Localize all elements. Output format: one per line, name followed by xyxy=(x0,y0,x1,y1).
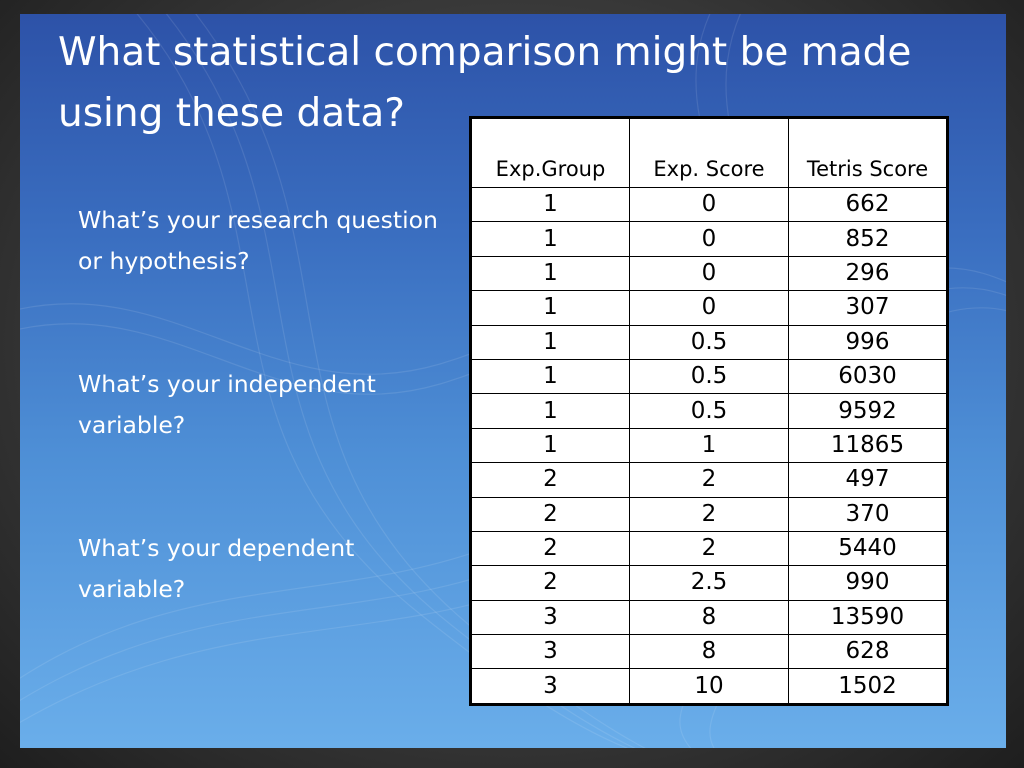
table-row: 3 8 13590 xyxy=(470,599,948,636)
cell-exp-score: 1 xyxy=(629,427,789,464)
cell-exp-score: 2 xyxy=(629,530,789,567)
slide: What statistical comparison might be mad… xyxy=(20,14,1006,748)
research-question-prompt: What’s your research question or hypothe… xyxy=(78,206,438,275)
cell-tetris-score: 662 xyxy=(788,186,948,223)
cell-tetris-score: 13590 xyxy=(788,599,948,636)
table-row: 1 0.5 6030 xyxy=(470,358,948,395)
cell-exp-score: 2.5 xyxy=(629,565,789,601)
cell-exp-group: 1 xyxy=(470,324,630,360)
cell-exp-group: 2 xyxy=(470,496,630,532)
cell-exp-group: 3 xyxy=(470,668,630,705)
cell-tetris-score: 990 xyxy=(788,565,948,601)
slide-title: What statistical comparison might be mad… xyxy=(58,30,912,136)
independent-variable-prompt: What’s your independent variable? xyxy=(78,370,376,439)
cell-exp-score: 0 xyxy=(629,255,789,292)
table-row: 1 0 852 xyxy=(470,221,948,257)
cell-tetris-score: 296 xyxy=(788,255,948,292)
cell-exp-group: 1 xyxy=(470,290,630,326)
table-body: 1 0 662 1 0 852 1 0 296 1 0 307 1 0.5 996 1 0.5 6030 1 0.5 9… xyxy=(470,186,948,705)
cell-tetris-score: 5440 xyxy=(788,530,948,567)
cell-exp-group: 1 xyxy=(470,186,630,223)
cell-exp-group: 1 xyxy=(470,221,630,257)
cell-exp-score: 0 xyxy=(629,221,789,257)
table-row: 1 0 307 xyxy=(470,290,948,326)
header-exp-score: Exp. Score xyxy=(629,117,789,188)
cell-exp-group: 1 xyxy=(470,393,630,429)
cell-exp-score: 10 xyxy=(629,668,789,705)
cell-exp-group: 3 xyxy=(470,634,630,670)
cell-tetris-score: 996 xyxy=(788,324,948,360)
table-row: 2 2 5440 xyxy=(470,530,948,567)
cell-exp-score: 0.5 xyxy=(629,324,789,360)
cell-tetris-score: 6030 xyxy=(788,358,948,395)
cell-tetris-score: 497 xyxy=(788,462,948,498)
cell-exp-score: 2 xyxy=(629,462,789,498)
cell-tetris-score: 370 xyxy=(788,496,948,532)
table-row: 2 2 370 xyxy=(470,496,948,532)
cell-exp-group: 1 xyxy=(470,255,630,292)
cell-exp-score: 8 xyxy=(629,634,789,670)
table-row: 3 8 628 xyxy=(470,634,948,670)
cell-exp-group: 1 xyxy=(470,358,630,395)
cell-exp-score: 0.5 xyxy=(629,393,789,429)
data-table: Exp.Group Exp. Score Tetris Score 1 0 662 1… xyxy=(469,116,949,706)
cell-exp-score: 0 xyxy=(629,290,789,326)
cell-tetris-score: 9592 xyxy=(788,393,948,429)
cell-exp-score: 8 xyxy=(629,599,789,636)
cell-exp-group: 1 xyxy=(470,427,630,464)
cell-exp-group: 2 xyxy=(470,530,630,567)
table-row: 2 2 497 xyxy=(470,462,948,498)
dependent-variable-prompt: What’s your dependent variable? xyxy=(78,534,355,603)
cell-exp-score: 0.5 xyxy=(629,358,789,395)
cell-exp-group: 2 xyxy=(470,462,630,498)
table-row: 1 0.5 9592 xyxy=(470,393,948,429)
cell-exp-group: 2 xyxy=(470,565,630,601)
cell-exp-group: 3 xyxy=(470,599,630,636)
table-row: 1 0 296 xyxy=(470,255,948,292)
table-row: 1 1 11865 xyxy=(470,427,948,464)
cell-tetris-score: 307 xyxy=(788,290,948,326)
table-row: 2 2.5 990 xyxy=(470,565,948,601)
table-row: 1 0.5 996 xyxy=(470,324,948,360)
cell-exp-score: 0 xyxy=(629,186,789,223)
table-row: 3 10 1502 xyxy=(470,668,948,705)
table-row: 1 0 662 xyxy=(470,186,948,223)
header-exp-group: Exp.Group xyxy=(470,117,630,188)
cell-tetris-score: 628 xyxy=(788,634,948,670)
header-tetris-score: Tetris Score xyxy=(788,117,948,188)
cell-tetris-score: 1502 xyxy=(788,668,948,705)
cell-tetris-score: 11865 xyxy=(788,427,948,464)
table-header-row: Exp.Group Exp. Score Tetris Score xyxy=(470,117,948,188)
cell-tetris-score: 852 xyxy=(788,221,948,257)
cell-exp-score: 2 xyxy=(629,496,789,532)
